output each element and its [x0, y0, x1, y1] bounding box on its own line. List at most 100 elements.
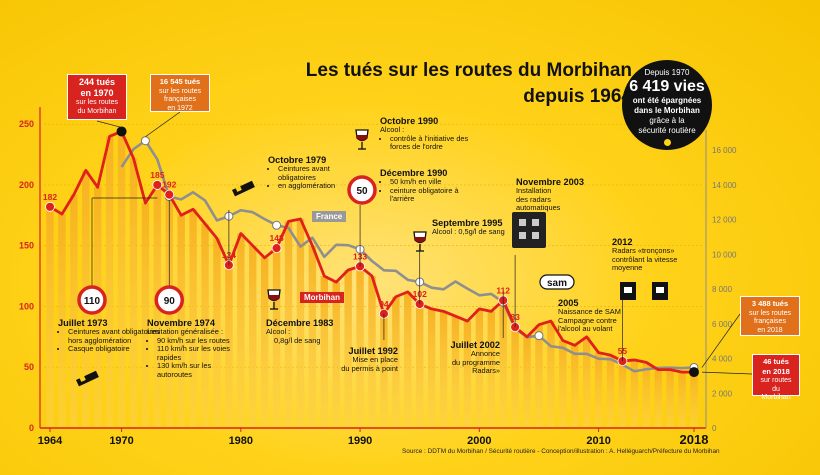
data-bar: [582, 336, 591, 428]
annotation-1992: Juillet 1992 Mise en place du permis à p…: [336, 346, 398, 373]
x-tick-label: 2010: [586, 435, 610, 447]
morbihan-point: [152, 180, 163, 190]
annotation-1973: Juillet 1973 Ceintures avant obligatoire…: [58, 318, 168, 354]
left-tick-label: 0: [29, 423, 34, 433]
data-bar: [344, 270, 352, 428]
morbihan-point-label: 185: [150, 170, 164, 180]
france-point: [534, 331, 544, 341]
left-tick-label: 50: [24, 362, 34, 372]
data-bar: [117, 131, 126, 428]
annotation-1979-item: Ceintures avant obligatoires: [278, 164, 363, 182]
source-credit: Source : DDTM du Morbihan / Sécurité rou…: [402, 448, 720, 455]
data-bar: [141, 203, 150, 428]
annotation-1983-line: 0,8g/l de sang: [274, 335, 321, 345]
annotation-1983-head: Décembre 1983: [266, 318, 334, 328]
morbihan-point-label: 94: [379, 299, 389, 309]
annotation-1974-item: 130 km/h sur les autoroutes: [157, 362, 242, 379]
data-bar: [296, 218, 305, 428]
data-bar: [249, 245, 257, 428]
page-title: Les tués sur les routes du Morbihan depu…: [302, 58, 632, 110]
annotation-2005: 2005 Naissance de SAM Campagne contre l'…: [558, 298, 628, 334]
x-tick-label: 2018: [680, 432, 709, 447]
section-radar-lens: [624, 287, 632, 293]
annotation-2012: 2012 Radars «tronçons» contrôlant la vit…: [612, 237, 702, 273]
data-bar: [630, 359, 639, 428]
speed-camera-lens: [532, 219, 539, 226]
data-bar: [439, 311, 448, 428]
connector-1970: [96, 120, 122, 128]
speed-camera-lens: [519, 232, 526, 239]
data-bar: [272, 248, 281, 428]
morbihan-point: [271, 243, 282, 254]
right-tick-label: 14 000: [712, 181, 737, 190]
data-bar: [571, 345, 579, 428]
annotation-1992-l1: Mise en place: [352, 355, 398, 364]
sam-logo: [539, 274, 575, 290]
annotation-1990o-item: contrôle à l'initiative des forces de l'…: [390, 134, 490, 152]
morbihan-point: [164, 189, 175, 200]
wine-glass-icon-wine: [414, 237, 426, 243]
box-2018-mid: en 2018: [762, 366, 790, 376]
right-tick-label: 8 000: [712, 285, 733, 294]
data-bar: [260, 257, 269, 428]
data-bar: [499, 300, 507, 428]
seatbelt-icon: [76, 370, 99, 387]
speed-sign-50-label: 50: [356, 186, 368, 197]
speed-sign-110: [77, 285, 107, 315]
data-bar: [213, 238, 221, 428]
annotation-1995-line: 0,5g/l de sang: [458, 227, 505, 236]
annotation-1995-sub: Alcool :: [432, 227, 457, 236]
circle-big: 6 419 vies: [629, 78, 705, 95]
box-fr2018-big: 3 488 tués: [751, 299, 789, 308]
data-bar: [463, 321, 472, 428]
box-fr1972-small1: sur les routes: [158, 87, 202, 95]
annotation-1992-l2: du permis à point: [341, 363, 398, 373]
data-bar: [284, 221, 293, 428]
annotation-1974-head: Novembre 1974: [147, 318, 215, 328]
annotation-2012-l1: Radars «tronçons»: [612, 246, 675, 255]
data-bar: [690, 372, 698, 428]
annotation-2002-head: Juillet 2002: [450, 340, 500, 350]
annotation-2002-l2: du programme: [451, 357, 500, 367]
data-bar: [368, 276, 376, 428]
france-line: [120, 139, 695, 373]
data-bar: [189, 209, 197, 428]
morbihan-point: [45, 201, 55, 212]
france-series-tag: France: [312, 211, 347, 222]
data-bar: [487, 311, 495, 428]
data-bar: [46, 206, 54, 428]
point-2018: [689, 367, 699, 378]
data-bar: [654, 369, 662, 428]
circle-line-4: grâce à la: [649, 116, 685, 125]
annotation-1974-item: 110 km/h sur les voies rapides: [157, 344, 242, 362]
data-bar: [332, 282, 340, 428]
box-fr2018-small1: sur les routes: [748, 309, 792, 317]
x-tick-label: 2000: [467, 435, 491, 447]
connector-1972: [145, 111, 181, 138]
morbihan-point-label: 148: [269, 233, 283, 243]
data-bar: [594, 352, 603, 428]
annotation-1990o-head: Octobre 1990: [380, 116, 439, 126]
france-point: [140, 136, 150, 146]
x-tick-label: 1980: [229, 435, 253, 447]
speed-camera-lens: [532, 232, 539, 239]
data-bar: [678, 372, 686, 428]
annotation-2003-l1: Installation: [516, 186, 552, 195]
right-tick-label: 0: [712, 424, 717, 433]
speed-sign-110-label: 110: [84, 296, 101, 307]
annotation-1973-head: Juillet 1973: [58, 318, 108, 328]
annotation-1995-head: Septembre 1995: [432, 218, 503, 228]
data-bar: [535, 324, 543, 428]
annotation-2002-l3: Radars»: [472, 366, 500, 376]
annotation-1990-oct: Octobre 1990 Alcool : contrôle à l'initi…: [380, 116, 490, 152]
wine-glass-icon-wine: [268, 295, 280, 301]
box-2018-small1: sur routes: [760, 377, 792, 384]
title-line-1: Les tués sur les routes du Morbihan: [305, 60, 632, 81]
morbihan-point-label: 192: [162, 180, 176, 190]
data-bar: [58, 214, 66, 428]
morbihan-series-tag: Morbihan: [300, 292, 344, 303]
right-tick-label: 6 000: [712, 320, 733, 329]
right-tick-label: 2 000: [712, 389, 733, 398]
annotation-1974: Novembre 1974 Limitation généralisée : 9…: [147, 318, 242, 380]
